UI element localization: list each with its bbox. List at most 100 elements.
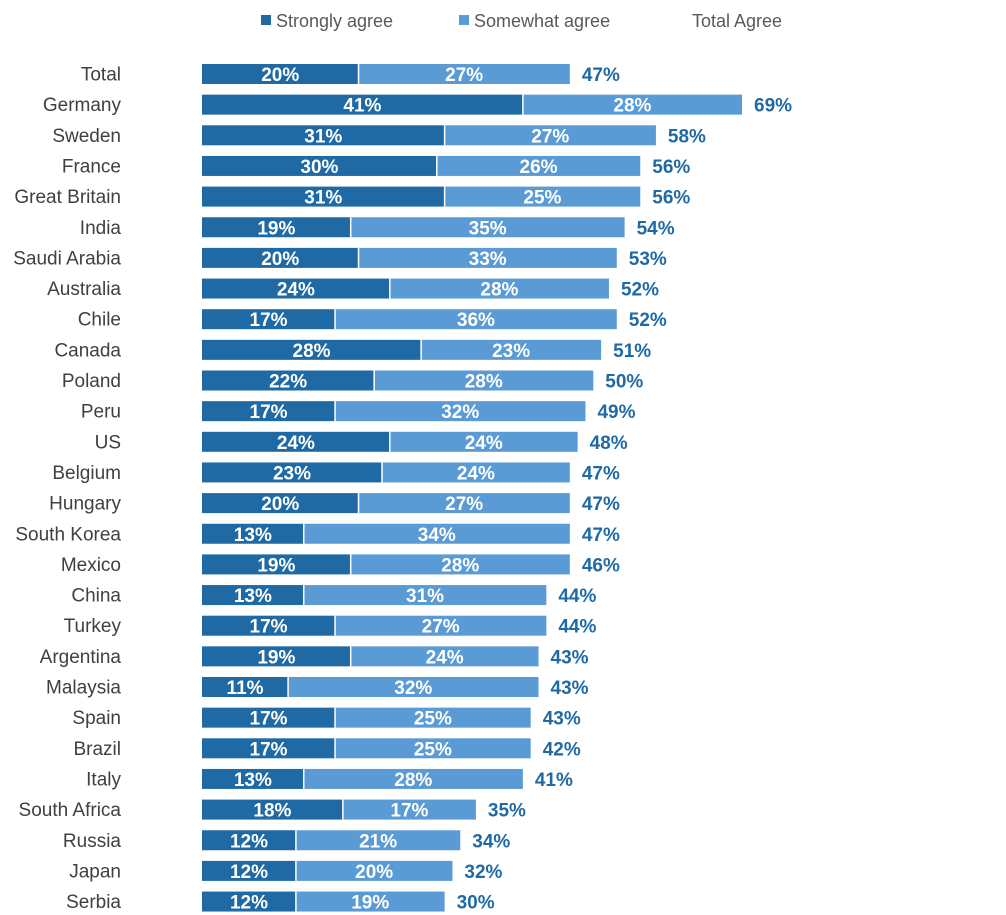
bar-somewhat-agree — [350, 646, 539, 667]
data-label-total-agree: 43% — [551, 647, 589, 668]
data-label-strongly-agree: 22% — [269, 372, 307, 393]
data-label-total-agree: 44% — [558, 617, 596, 638]
data-label-strongly-agree: 24% — [277, 433, 315, 454]
bar-somewhat-agree — [350, 217, 625, 238]
bar-somewhat-agree — [335, 615, 547, 636]
bar-somewhat-agree — [335, 738, 531, 759]
bar-somewhat-agree — [335, 707, 531, 728]
data-label-total-agree: 44% — [558, 586, 596, 607]
data-label-somewhat-agree: 36% — [457, 310, 495, 331]
bar-row-south-africa: South Africa 18% 17% 35% — [19, 799, 526, 822]
data-label-total-agree: 69% — [754, 96, 792, 117]
bar-somewhat-agree — [389, 431, 578, 452]
data-label-somewhat-agree: 24% — [465, 433, 503, 454]
legend: Strongly agree Somewhat agree Total Agre… — [261, 11, 782, 31]
category-label: Great Britain — [14, 187, 121, 208]
data-label-strongly-agree: 17% — [250, 739, 288, 760]
bar-row-great-britain: Great Britain 31% 25% 56% — [14, 186, 690, 209]
data-label-total-agree: 52% — [629, 310, 667, 331]
data-label-strongly-agree: 19% — [257, 555, 295, 576]
data-label-somewhat-agree: 25% — [414, 739, 452, 760]
category-label: Sweden — [52, 126, 121, 147]
bar-somewhat-agree — [342, 799, 476, 820]
bar-strongly-agree — [202, 738, 336, 759]
data-label-total-agree: 56% — [652, 157, 690, 178]
bar-strongly-agree — [202, 891, 296, 912]
data-label-somewhat-agree: 26% — [520, 157, 558, 178]
bar-strongly-agree — [202, 186, 445, 207]
data-label-strongly-agree: 17% — [250, 402, 288, 423]
bar-strongly-agree — [202, 493, 359, 514]
data-label-strongly-agree: 13% — [234, 525, 272, 546]
bar-row-canada: Canada 28% 23% 51% — [54, 339, 651, 362]
data-label-strongly-agree: 17% — [250, 310, 288, 331]
bar-somewhat-agree — [335, 401, 586, 422]
bar-strongly-agree — [202, 155, 437, 176]
data-label-somewhat-agree: 24% — [457, 463, 495, 484]
data-label-total-agree: 52% — [621, 280, 659, 301]
bar-somewhat-agree — [350, 554, 570, 575]
bar-row-turkey: Turkey 17% 27% 44% — [64, 615, 596, 638]
bar-row-china: China 13% 31% 44% — [71, 585, 596, 607]
bar-somewhat-agree — [389, 278, 609, 299]
data-label-somewhat-agree: 34% — [418, 525, 456, 546]
legend-label-total-agree: Total Agree — [692, 11, 782, 31]
bar-somewhat-agree — [358, 247, 617, 268]
category-label: Italy — [86, 769, 121, 790]
data-label-total-agree: 54% — [637, 218, 675, 239]
category-label: China — [71, 586, 121, 607]
category-label: Saudi Arabia — [13, 248, 121, 269]
legend-label-somewhat-agree: Somewhat agree — [474, 11, 610, 31]
bar-strongly-agree — [202, 585, 304, 606]
data-label-total-agree: 51% — [613, 341, 651, 362]
data-label-total-agree: 47% — [582, 494, 620, 515]
bar-strongly-agree — [202, 707, 336, 728]
bar-row-spain: Spain 17% 25% 43% — [72, 707, 581, 730]
bar-row-argentina: Argentina 19% 24% 43% — [40, 646, 589, 668]
bar-row-belgium: Belgium 23% 24% 47% — [52, 462, 620, 484]
data-label-strongly-agree: 31% — [304, 126, 342, 147]
data-label-somewhat-agree: 27% — [422, 617, 460, 638]
bar-strongly-agree — [202, 799, 343, 820]
category-label: India — [80, 218, 122, 239]
data-label-somewhat-agree: 32% — [441, 402, 479, 423]
category-label: Total — [81, 65, 121, 86]
data-label-total-agree: 42% — [543, 739, 581, 760]
data-label-somewhat-agree: 23% — [492, 341, 530, 362]
category-label: Spain — [72, 708, 121, 729]
data-label-strongly-agree: 12% — [230, 831, 268, 852]
category-label: Australia — [47, 279, 121, 300]
bar-row-serbia: Serbia 12% 19% 30% — [66, 891, 495, 914]
data-label-somewhat-agree: 31% — [406, 586, 444, 607]
data-label-somewhat-agree: 33% — [469, 249, 507, 270]
legend-label-strongly-agree: Strongly agree — [276, 11, 393, 31]
data-label-somewhat-agree: 21% — [359, 831, 397, 852]
bar-strongly-agree — [202, 830, 296, 851]
bar-strongly-agree — [202, 217, 351, 238]
data-label-strongly-agree: 41% — [343, 96, 381, 117]
bar-row-total: Total 20% 27% 47% — [81, 64, 620, 86]
category-label: Serbia — [66, 892, 121, 913]
category-label: Peru — [81, 402, 121, 423]
bar-row-peru: Peru 17% 32% 49% — [81, 401, 636, 423]
bar-strongly-agree — [202, 431, 390, 452]
data-label-somewhat-agree: 28% — [613, 96, 651, 117]
bar-somewhat-agree — [303, 768, 523, 789]
bar-somewhat-agree — [358, 493, 570, 514]
data-label-somewhat-agree: 24% — [426, 647, 464, 668]
data-label-total-agree: 30% — [457, 893, 495, 914]
bar-somewhat-agree — [382, 462, 570, 483]
bar-strongly-agree — [202, 278, 390, 299]
bar-strongly-agree — [202, 309, 336, 330]
data-label-total-agree: 53% — [629, 249, 667, 270]
bar-somewhat-agree — [335, 309, 617, 330]
data-label-somewhat-agree: 27% — [445, 65, 483, 86]
bar-row-japan: Japan 12% 20% 32% — [69, 860, 503, 883]
data-label-somewhat-agree: 27% — [531, 126, 569, 147]
bar-row-brazil: Brazil 17% 25% 42% — [73, 738, 581, 760]
data-label-strongly-agree: 17% — [250, 709, 288, 730]
data-label-strongly-agree: 19% — [257, 218, 295, 239]
bar-somewhat-agree — [444, 186, 641, 207]
bar-somewhat-agree — [288, 677, 539, 697]
data-label-total-agree: 32% — [464, 862, 502, 883]
